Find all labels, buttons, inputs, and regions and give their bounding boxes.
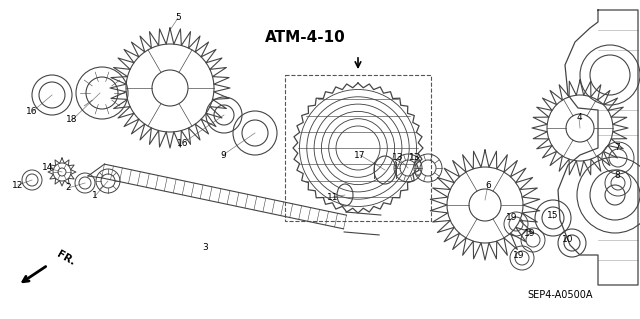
Text: 6: 6 [485,181,491,189]
Text: 5: 5 [175,13,181,23]
Text: 4: 4 [576,114,582,122]
Text: 2: 2 [65,183,71,192]
Text: 13: 13 [409,153,420,162]
Text: 7: 7 [614,144,620,152]
Text: 14: 14 [42,164,54,173]
Text: 11: 11 [327,192,339,202]
Text: 12: 12 [12,181,24,189]
Text: 8: 8 [614,170,620,180]
Text: 16: 16 [26,108,38,116]
Text: 19: 19 [513,250,525,259]
Text: SEP4-A0500A: SEP4-A0500A [527,290,593,300]
Text: 9: 9 [220,151,226,160]
Text: 16: 16 [177,138,189,147]
Text: 13: 13 [392,153,404,162]
Text: 3: 3 [202,243,208,253]
Text: 17: 17 [355,151,365,160]
Text: ATM-4-10: ATM-4-10 [264,31,346,46]
Text: 18: 18 [67,115,77,124]
Text: FR.: FR. [55,249,77,267]
Text: 10: 10 [563,235,573,244]
Text: 15: 15 [547,211,559,219]
Text: 19: 19 [524,229,536,239]
Text: 19: 19 [506,213,518,222]
Text: 1: 1 [92,191,98,201]
